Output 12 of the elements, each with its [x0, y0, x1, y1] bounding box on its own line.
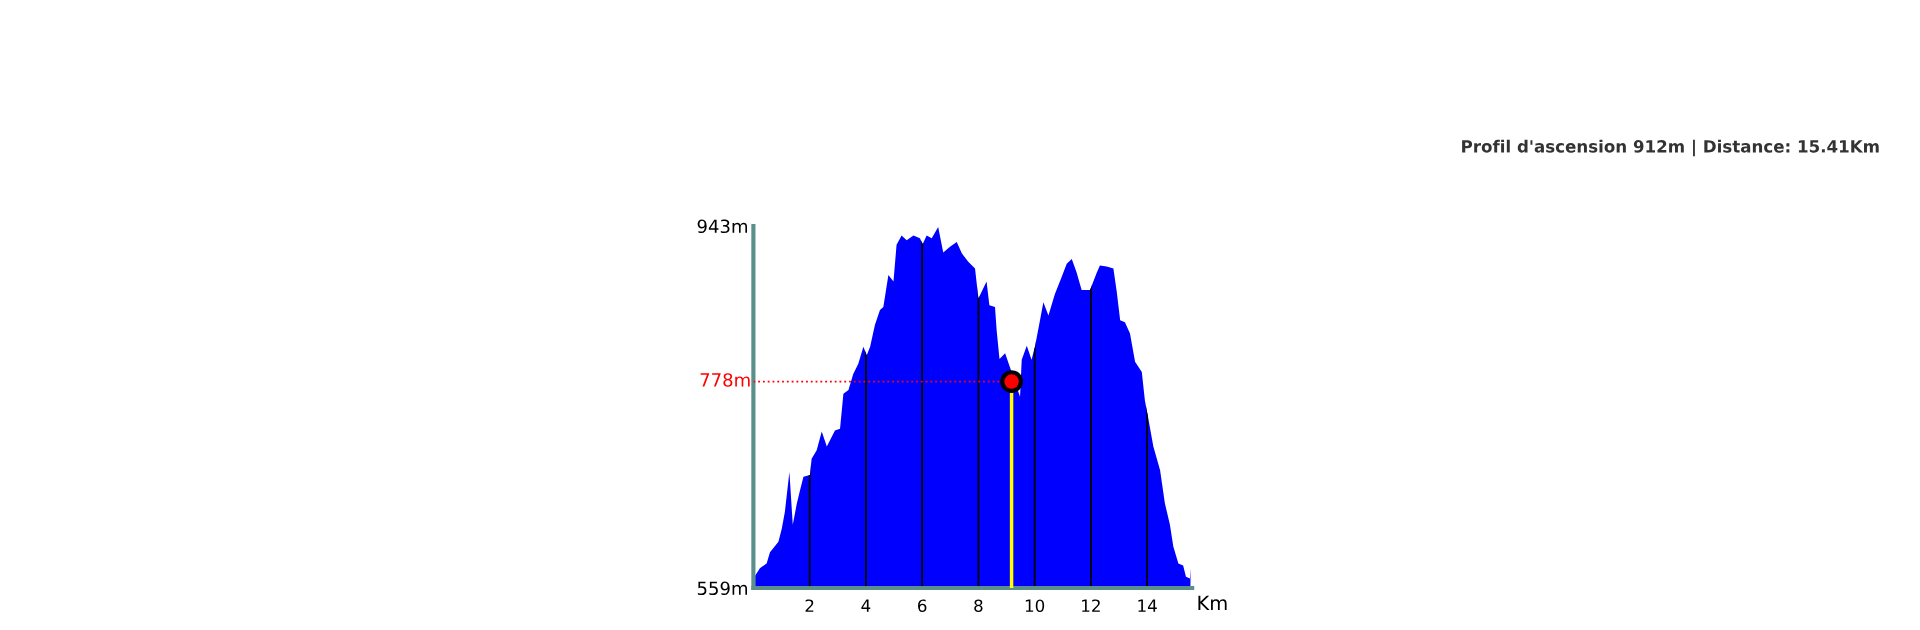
- x-tick-label: 12: [1082, 599, 1100, 612]
- y-tick-label: 943m: [697, 219, 748, 234]
- x-tick-label: 14: [1138, 599, 1157, 612]
- y-tick-label: 559m: [697, 581, 748, 596]
- ref-line-label: 778m: [700, 373, 750, 387]
- x-tick-label: 8: [974, 599, 983, 613]
- x-tick-label: 4: [861, 599, 871, 612]
- text: Profil d'ascension 912m | Distance: 15.41Km: [1462, 139, 1879, 157]
- x-axis-title: Km: [1198, 595, 1227, 611]
- x-tick-label: 10: [1025, 599, 1045, 613]
- x-tick-label: 6: [918, 599, 927, 613]
- x-tick-label: 2: [805, 599, 814, 612]
